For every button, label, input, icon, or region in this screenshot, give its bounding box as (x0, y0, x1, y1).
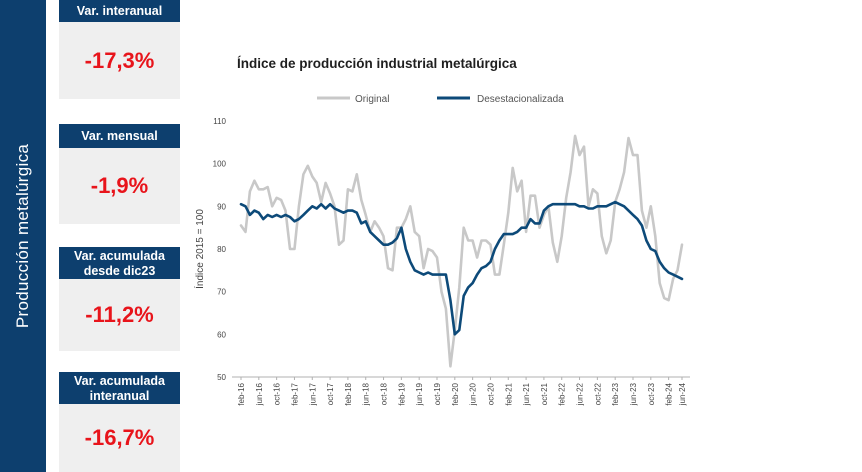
y-tick-label: 50 (217, 373, 226, 382)
x-tick-label: jun-24 (678, 382, 687, 406)
y-tick-label: 70 (217, 288, 226, 297)
x-tick-label: oct-16 (273, 382, 282, 405)
y-tick-label: 110 (213, 117, 226, 126)
kpi-body: -16,7% (59, 404, 180, 472)
x-tick-label: feb-21 (504, 382, 513, 405)
series-group (239, 134, 684, 368)
legend-label-sa: Desestacionalizada (477, 94, 564, 105)
series-line-desestacionalizada (239, 200, 684, 336)
y-tick-label: 100 (213, 160, 227, 169)
kpi-value: -11,2% (85, 302, 154, 327)
kpi-value: -16,7% (84, 425, 155, 450)
kpi-body: -11,2% (59, 279, 180, 351)
kpi-label: Var. interanual (59, 0, 180, 22)
legend-label-original: Original (355, 94, 389, 105)
kpi-body: -1,9% (59, 148, 180, 224)
x-tick-label: feb-20 (451, 382, 460, 405)
x-tick-label: oct-21 (540, 382, 549, 405)
kpi-card-mensual: Var. mensual -1,9% (59, 124, 180, 224)
x-tick-label: oct-20 (486, 382, 495, 405)
x-tick-label: jun-16 (255, 382, 264, 406)
x-tick-label: jun-18 (362, 382, 371, 406)
x-tick-label: jun-19 (415, 382, 424, 406)
x-tick-labels: feb-16 jun-16 oct-16 feb-17 jun-17 oct-17 feb-… (237, 377, 687, 406)
kpi-card-acumulada-dic23: Var. acumulada desde dic23 -11,2% (59, 247, 180, 351)
kpi-label: Var. mensual (59, 124, 180, 148)
y-tick-label: 90 (217, 202, 226, 211)
y-tick-label: 80 (217, 245, 226, 254)
kpi-body: -17,3% (59, 22, 180, 99)
kpi-label: Var. acumulada interanual (59, 372, 180, 404)
x-tick-label: jun-17 (308, 382, 317, 406)
kpi-value: -1,9% (90, 173, 149, 198)
sidebar-panel (0, 0, 46, 472)
y-tick-label: 60 (217, 330, 226, 339)
kpi-card-interanual: Var. interanual -17,3% (59, 0, 180, 99)
chart-title: Índice de producción industrial metalúrg… (237, 56, 517, 71)
legend: Original Desestacionalizada (317, 94, 564, 105)
x-tick-label: oct-23 (647, 382, 656, 405)
x-tick-label: feb-16 (237, 382, 246, 405)
x-tick-label: jun-23 (629, 382, 638, 406)
x-tick-label: feb-18 (344, 382, 353, 405)
series-line-original (239, 134, 684, 368)
x-tick-label: jun-20 (469, 382, 478, 406)
x-tick-label: feb-23 (611, 382, 620, 405)
y-axis-label: Índice 2015 = 100 (193, 209, 206, 289)
x-tick-label: oct-22 (593, 382, 602, 405)
kpi-value: -17,3% (84, 47, 155, 73)
x-tick-label: jun-22 (576, 382, 585, 406)
kpi-label: Var. acumulada desde dic23 (59, 247, 180, 279)
x-tick-label: oct-19 (433, 382, 442, 405)
x-tick-label: feb-19 (397, 382, 406, 405)
x-tick-label: feb-22 (558, 382, 567, 405)
x-tick-label: oct-17 (326, 382, 335, 405)
x-tick-label: oct-18 (380, 382, 389, 405)
x-tick-label: jun-21 (522, 382, 531, 406)
axes: 50 60 70 80 90 100 110 (213, 117, 690, 382)
x-tick-label: feb-24 (665, 382, 674, 405)
x-tick-label: feb-17 (290, 382, 299, 405)
kpi-card-acumulada-interanual: Var. acumulada interanual -16,7% (59, 372, 180, 472)
